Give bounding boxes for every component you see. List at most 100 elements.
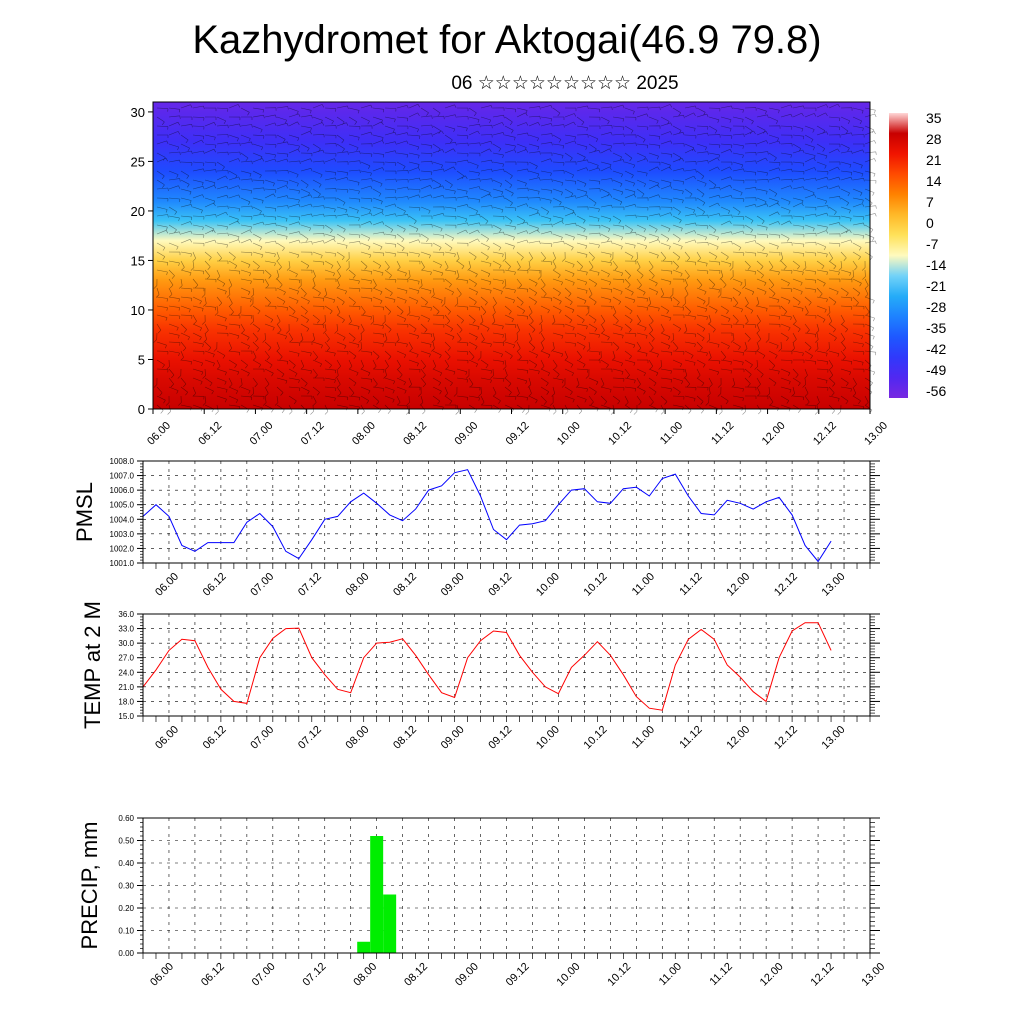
colorbar-label: 7 [926, 194, 934, 210]
y-tick-label: 20 [131, 204, 145, 219]
temp-y-tick-label: 18.0 [118, 697, 134, 706]
precip-x-tick-label: 09.12 [504, 961, 532, 989]
y-tick-label: 25 [131, 154, 145, 169]
temp-y-tick-label: 36.0 [118, 610, 134, 619]
colorbar-label: -35 [926, 320, 946, 336]
y-tick-label: 5 [138, 352, 145, 367]
precip-x-tick-label: 10.00 [555, 961, 583, 989]
pmsl-y-tick-label: 1002.0 [110, 544, 135, 553]
temp-x-tick-label: 13.00 [820, 724, 848, 752]
temp-series-line [142, 622, 832, 711]
precip-y-tick-label: 0.60 [118, 814, 134, 823]
pmsl-y-tick-label: 1005.0 [110, 501, 135, 510]
precip-x-tick-label: 08.12 [402, 961, 430, 989]
colorbar-label: 0 [926, 215, 934, 231]
precip-x-tick-label: 07.00 [250, 961, 278, 989]
colorbar [889, 113, 908, 398]
precip-x-tick-label: 08.00 [351, 961, 379, 989]
pmsl-x-tick-label: 12.00 [724, 571, 752, 599]
colorbar-label: -28 [926, 299, 946, 315]
colorbar-label: -42 [926, 341, 946, 357]
colorbar-label: 14 [926, 173, 942, 189]
x-tick-label: 09.12 [504, 420, 532, 448]
precip-x-tick-label: 06.00 [148, 961, 176, 989]
pmsl-x-tick-label: 13.00 [820, 571, 848, 599]
pmsl-x-tick-label: 06.00 [153, 571, 181, 599]
y-tick-label: 0 [138, 402, 145, 417]
pmsl-x-tick-label: 08.12 [391, 571, 419, 599]
precip-y-tick-label: 0.40 [118, 859, 134, 868]
precip-y-axis-label: PRECIP, mm [77, 822, 102, 950]
precip-bar [383, 894, 397, 953]
temp-x-tick-label: 07.12 [296, 724, 324, 752]
x-tick-label: 13.00 [862, 420, 890, 448]
temp-x-tick-label: 09.12 [486, 724, 514, 752]
pmsl-x-tick-label: 07.00 [248, 571, 276, 599]
page-title: Kazhydromet for Aktogai(46.9 79.8) [192, 18, 822, 62]
x-tick-label: 06.12 [196, 420, 224, 448]
x-tick-label: 07.00 [248, 420, 276, 448]
pmsl-x-tick-label: 10.12 [582, 571, 610, 599]
colorbar-label: -21 [926, 278, 946, 294]
precip-x-tick-label: 06.12 [199, 961, 227, 989]
pmsl-x-tick-label: 07.12 [296, 571, 324, 599]
pmsl-x-tick-label: 10.00 [534, 571, 562, 599]
pmsl-x-tick-label: 08.00 [344, 571, 372, 599]
temp-y-tick-label: 30.0 [118, 639, 134, 648]
pmsl-y-axis-label: PMSL [72, 482, 97, 542]
pmsl-y-tick-label: 1007.0 [110, 472, 135, 481]
precip-x-tick-label: 12.00 [758, 961, 786, 989]
pmsl-x-tick-label: 12.12 [772, 571, 800, 599]
pmsl-x-tick-label: 09.12 [486, 571, 514, 599]
colorbar-label: -14 [926, 257, 946, 273]
x-tick-label: 08.00 [350, 420, 378, 448]
precip-bar [357, 941, 371, 953]
temp-x-tick-label: 10.12 [582, 724, 610, 752]
y-tick-label: 15 [131, 253, 145, 268]
x-tick-label: 12.12 [811, 420, 839, 448]
x-tick-label: 07.12 [299, 420, 327, 448]
temp-x-tick-label: 06.00 [153, 724, 181, 752]
temperature-field [153, 102, 870, 409]
x-tick-label: 11.12 [709, 420, 736, 447]
temp-y-tick-label: 27.0 [118, 654, 134, 663]
precip-x-tick-label: 10.12 [605, 961, 633, 989]
pmsl-y-tick-label: 1004.0 [110, 515, 135, 524]
colorbar-label: 28 [926, 131, 942, 147]
temp-x-tick-label: 09.00 [439, 724, 467, 752]
precip-x-tick-label: 09.00 [453, 961, 481, 989]
x-tick-label: 10.00 [555, 420, 583, 448]
precip-x-tick-label: 07.12 [301, 961, 329, 989]
precip-y-tick-label: 0.10 [118, 927, 134, 936]
temp-x-tick-label: 11.12 [677, 724, 704, 751]
colorbar-label: 35 [926, 110, 942, 126]
x-tick-label: 11.00 [658, 420, 685, 447]
pmsl-y-tick-label: 1003.0 [110, 530, 135, 539]
temp-y-axis-label: TEMP at 2 M [80, 601, 105, 729]
precip-bar [370, 836, 384, 953]
precip-y-tick-label: 0.30 [118, 882, 134, 891]
temp-x-tick-label: 10.00 [534, 724, 562, 752]
temp-x-tick-label: 06.12 [201, 724, 229, 752]
wind-barbs [153, 103, 877, 415]
y-tick-label: 10 [131, 303, 145, 318]
precip-x-tick-label: 12.12 [809, 961, 837, 989]
pmsl-series-line [142, 469, 832, 563]
pmsl-y-tick-label: 1008.0 [110, 457, 135, 466]
pmsl-y-tick-label: 1001.0 [110, 559, 135, 568]
x-tick-label: 12.00 [760, 420, 788, 448]
temp-x-tick-label: 08.12 [391, 724, 419, 752]
temp-y-tick-label: 24.0 [118, 668, 134, 677]
colorbar-label: -56 [926, 383, 946, 399]
precip-y-tick-label: 0.20 [118, 904, 134, 913]
temp-x-tick-label: 12.12 [772, 724, 800, 752]
pmsl-x-tick-label: 09.00 [439, 571, 467, 599]
colorbar-label: -49 [926, 362, 946, 378]
x-tick-label: 08.12 [401, 420, 429, 448]
temp-y-tick-label: 15.0 [118, 712, 134, 721]
x-tick-label: 09.00 [452, 420, 480, 448]
x-tick-label: 06.00 [145, 420, 173, 448]
pmsl-x-tick-label: 11.12 [677, 571, 704, 598]
precip-x-tick-label: 13.00 [859, 961, 887, 989]
